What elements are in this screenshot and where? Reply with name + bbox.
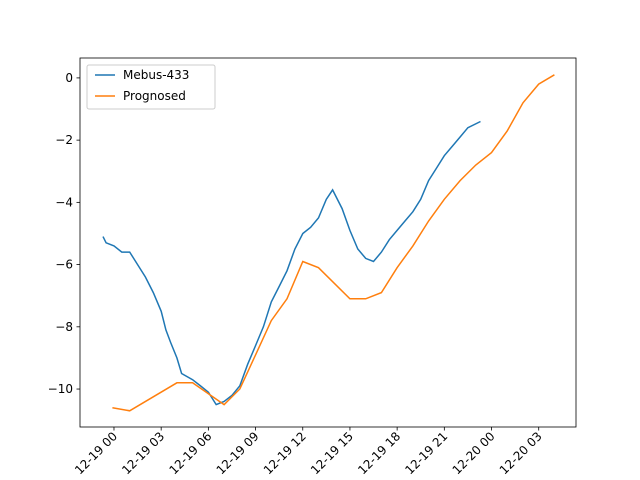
x-tick-label: 12-19 00 [72, 429, 120, 477]
x-tick-label: 12-19 06 [166, 429, 214, 477]
x-tick-label: 12-19 12 [261, 429, 309, 477]
x-tick-label: 12-19 21 [402, 429, 450, 477]
y-tick-label: −8 [55, 320, 73, 334]
x-tick-label: 12-19 18 [355, 429, 403, 477]
x-tick-label: 12-19 15 [308, 429, 356, 477]
x-tick-label: 12-19 09 [214, 429, 262, 477]
legend-label: Prognosed [123, 89, 186, 103]
y-tick-label: −6 [55, 258, 73, 272]
series-line [112, 74, 555, 412]
y-tick-label: −4 [55, 195, 73, 209]
series-line [102, 120, 481, 406]
legend-box [86, 64, 216, 110]
y-tick-label: 0 [65, 71, 73, 85]
x-tick-label: 12-19 03 [119, 429, 167, 477]
legend: Mebus-433 Prognosed [86, 64, 216, 110]
y-tick-label: −10 [48, 382, 73, 396]
legend-label: Mebus-433 [123, 68, 189, 82]
plot-frame [79, 57, 577, 428]
x-tick-label: 12-20 00 [450, 429, 498, 477]
y-tick-label: −2 [55, 133, 73, 147]
x-tick-label: 12-20 03 [497, 429, 545, 477]
